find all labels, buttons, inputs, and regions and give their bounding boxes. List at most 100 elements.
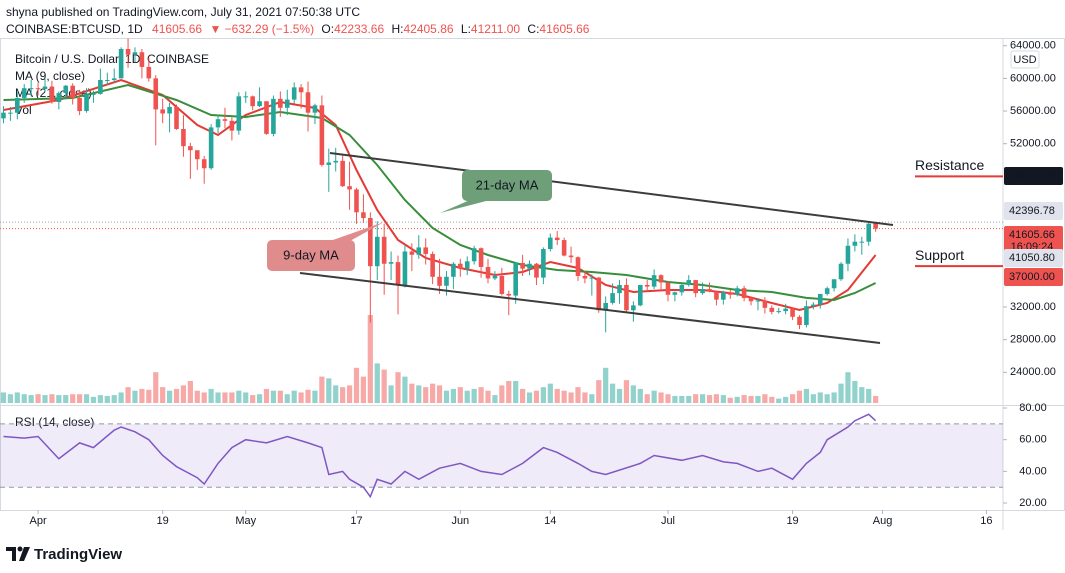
volume-bar (166, 390, 173, 403)
candle-body (146, 66, 152, 79)
volume-bar (575, 387, 581, 403)
callout (267, 240, 355, 271)
volume-bar (56, 395, 62, 403)
volume-bar (416, 385, 422, 403)
volume-bar (727, 397, 733, 403)
brand-logo (6, 546, 30, 561)
candle-body (402, 251, 408, 285)
y-tick-label: 40.00 (1019, 465, 1047, 477)
candle-body (84, 93, 89, 112)
x-tick-label: 14 (544, 515, 556, 527)
price-label-box (1004, 167, 1063, 185)
candle-body (651, 275, 657, 287)
ohlc-key: H: (391, 22, 403, 36)
volume-bar (776, 398, 782, 403)
volume-bar (755, 395, 761, 403)
candle-body (21, 88, 27, 98)
candle-body (42, 86, 48, 89)
last-price: 41605.66 (152, 22, 202, 36)
candle-body (707, 289, 712, 292)
logo-mark (6, 547, 16, 561)
candle-body (8, 112, 13, 114)
candle-body (236, 96, 242, 131)
candle-body (561, 240, 567, 256)
volume-bar (471, 388, 477, 403)
candle-body (797, 316, 802, 325)
candle-body (776, 311, 782, 313)
volume-bar (21, 394, 27, 403)
volume-bar (810, 394, 816, 403)
volume-bar (277, 390, 283, 403)
candle-body (423, 247, 429, 254)
candle-body (215, 119, 221, 128)
volume-bar (160, 387, 166, 403)
volume-bar (748, 395, 754, 403)
candle-body (852, 241, 858, 246)
candle-body (174, 106, 179, 130)
candle-body (838, 263, 844, 280)
price-label: 48000.00 (1009, 170, 1055, 182)
x-tick-label: Aug (873, 515, 893, 527)
volume-bar (734, 396, 740, 403)
volume-bar (180, 385, 187, 403)
volume-bar (436, 385, 443, 403)
candle-body (118, 48, 124, 79)
legend-title: Bitcoin / U.S. Dollar, 1D, COINBASE (15, 52, 209, 66)
volume-bar (35, 394, 41, 403)
volume-bar (118, 392, 124, 403)
volume-bar (340, 387, 346, 403)
volume-bar (402, 376, 408, 403)
volume-bar (651, 390, 657, 403)
ohlc-key: O: (321, 22, 334, 36)
volume-bar (568, 392, 574, 403)
volume-bar (381, 369, 387, 403)
candle-body (790, 308, 795, 317)
candle-body (748, 298, 754, 302)
volume-bar (305, 389, 311, 403)
ohlc-value: 42405.86 (403, 22, 453, 36)
candle-body (831, 279, 837, 289)
candle-body (589, 277, 595, 279)
candle-body (319, 105, 325, 165)
volume-bar (582, 392, 588, 403)
volume-bar (236, 390, 242, 403)
volume-bar (63, 395, 69, 403)
candle-body (817, 293, 823, 305)
candle-body (243, 96, 249, 98)
y-tick-label: 20.00 (1019, 497, 1047, 509)
volume-bar (291, 390, 297, 403)
volume-bar (596, 380, 602, 403)
candle-body (624, 284, 629, 311)
y-tick-label: 80.00 (1019, 402, 1047, 414)
volume-bar (769, 396, 775, 403)
volume-bar (499, 385, 505, 403)
price-label: 41050.80 (1009, 252, 1055, 264)
candle-body (686, 280, 692, 285)
candle-body (672, 292, 678, 295)
volume-bar (28, 395, 34, 403)
volume-bar (70, 394, 76, 403)
volume-bar (637, 388, 643, 403)
volume-bar (464, 390, 470, 403)
callout-pointer (440, 200, 490, 213)
ohlc-key: L: (461, 22, 471, 36)
volume-bar (699, 394, 706, 403)
candle-body (70, 85, 75, 98)
candle-body (527, 263, 532, 269)
volume-bar (859, 387, 865, 403)
volume-bar (492, 395, 498, 403)
volume-bar (478, 387, 484, 403)
candle-body (721, 292, 726, 300)
candle-body (458, 263, 463, 269)
candle-body (333, 160, 339, 163)
candle-body (312, 105, 318, 113)
volume-bar (616, 388, 623, 403)
unit-label: USD (1013, 54, 1036, 66)
volume-bar (831, 392, 837, 403)
candle-body (153, 78, 159, 110)
volume-bar (215, 392, 221, 403)
volume-bar (665, 394, 671, 403)
volume-bar (229, 392, 235, 403)
candle-body (866, 223, 872, 242)
price-label: 42396.78 (1009, 205, 1055, 217)
